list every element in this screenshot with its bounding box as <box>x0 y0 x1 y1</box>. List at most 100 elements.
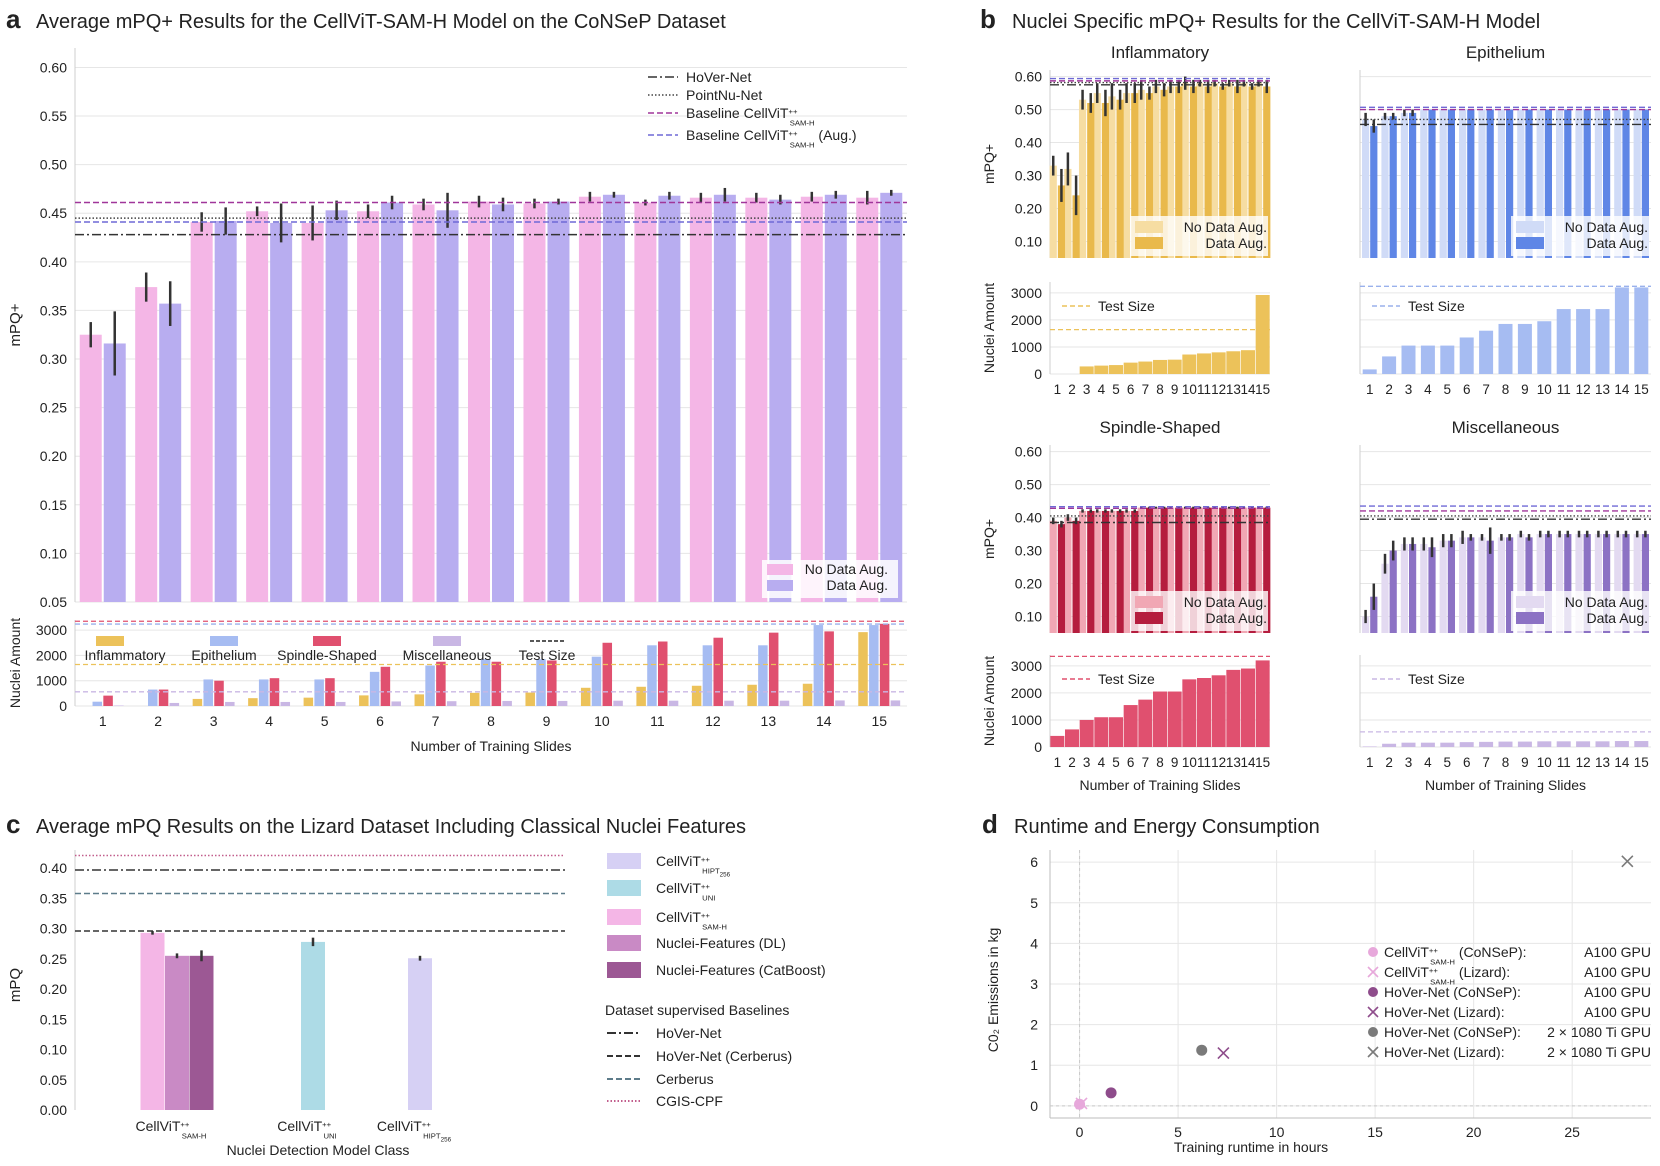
c-bar <box>301 941 325 1110</box>
b-spindle-size-bar <box>1138 699 1153 747</box>
b-epithelium-size-xtick-label: 13 <box>1595 382 1610 397</box>
a-size-bar-epithelium <box>425 665 435 706</box>
c-legend-line-label: CGIS-CPF <box>656 1093 723 1109</box>
b-inflammatory-bar <box>1181 83 1189 258</box>
b-epithelium-title: Epithelium <box>1466 43 1545 62</box>
b-epithelium-size-xtick-label: 8 <box>1502 382 1510 397</box>
c-ytick-label: 0.05 <box>40 1072 67 1088</box>
b-misc-bar <box>1420 543 1428 633</box>
a-size-bar-inflammatory <box>414 694 425 706</box>
a-xtick-label: 6 <box>376 713 384 729</box>
a-size-bar-epithelium <box>702 645 713 706</box>
b-inflammatory-bar <box>1145 93 1154 258</box>
b-spindle-size-xtick-label: 8 <box>1156 755 1164 770</box>
b-misc-size-xtick-label: 5 <box>1444 755 1452 770</box>
b-inflammatory-size-bar <box>1109 365 1123 374</box>
a-size-bar-inflammatory <box>691 685 702 706</box>
a-size-bar-inflammatory <box>858 632 868 706</box>
c-legend-label: CellViT++ UNI <box>656 880 715 903</box>
b-inflammatory-size-bar <box>1153 359 1167 374</box>
c-ylabel: mPQ <box>7 968 24 1002</box>
a-xtick-label: 1 <box>99 713 107 729</box>
d-legend-gpu: A100 GPU <box>1584 984 1651 1000</box>
d-ytick-label: 0 <box>1030 1098 1038 1114</box>
b-epithelium-size-xtick-label: 14 <box>1614 382 1630 397</box>
a-size-bar-spindle-shaped <box>602 642 613 706</box>
a-ytick-label: 0.35 <box>40 302 67 318</box>
a-xtick-label: 13 <box>761 713 777 729</box>
a-bar-aug <box>381 202 404 602</box>
b-inflammatory-ylabel: mPQ+ <box>981 144 997 184</box>
a-size-bar-epithelium <box>813 625 824 706</box>
a-size-bar-epithelium <box>258 679 269 706</box>
a-bar-noaug <box>578 196 601 602</box>
b-inflammatory-size-xtick-label: 5 <box>1112 382 1120 397</box>
c-legend-label: CellViT++ HIPT256 <box>656 853 731 879</box>
panel-d-letter: d <box>982 809 998 839</box>
a-size-ylabel: Nuclei Amount <box>7 618 23 708</box>
a-size-bar-inflammatory <box>802 683 813 706</box>
a-size-legend-label: Test Size <box>519 647 576 663</box>
d-point <box>1074 1098 1086 1110</box>
c-legend-swatch <box>607 935 641 951</box>
panel-a-title: Average mPQ+ Results for the CellViT-SAM… <box>36 11 726 33</box>
d-xtick-label: 25 <box>1564 1124 1580 1140</box>
c-bar <box>140 932 165 1110</box>
b-spindle-size-ytick-label: 2000 <box>1011 685 1042 701</box>
b-epithelium-legend-swatch <box>1516 237 1544 249</box>
b-inflammatory-size-xtick-label: 6 <box>1127 382 1135 397</box>
b-inflammatory-bar <box>1210 83 1219 258</box>
d-xtick-label: 0 <box>1076 1124 1084 1140</box>
b-spindle-legend-swatch <box>1135 596 1163 608</box>
c-ytick-label: 0.30 <box>40 921 67 937</box>
b-spindle-bar <box>1263 507 1271 633</box>
a-bar-noaug <box>689 197 712 603</box>
c-ytick-label: 0.15 <box>40 1011 67 1027</box>
a-bar-noaug <box>856 197 879 603</box>
a-size-bar-spindle-shaped <box>436 661 446 706</box>
b-misc-bar <box>1564 534 1572 633</box>
b-inflammatory-size-xtick-label: 3 <box>1083 382 1091 397</box>
a-ytick-label: 0.20 <box>40 448 67 464</box>
b-misc-size-xtick-label: 4 <box>1424 755 1432 770</box>
a-legend-aug: Data Aug. <box>827 577 889 593</box>
a-size-bar-epithelium <box>591 656 602 706</box>
b-inflammatory-size-bar <box>1167 359 1182 374</box>
b-misc-bar <box>1536 534 1544 633</box>
b-spindle-bar <box>1225 507 1233 633</box>
b-spindle-bar <box>1131 510 1139 633</box>
b-spindle-bar <box>1160 507 1168 633</box>
b-misc-bar <box>1497 537 1505 633</box>
a-xtick-label: 5 <box>321 713 329 729</box>
b-inflammatory-bar <box>1131 93 1139 258</box>
b-spindle-size-bar <box>1065 729 1079 747</box>
b-epithelium-size-xtick-label: 3 <box>1405 382 1413 397</box>
b-misc-bar <box>1362 616 1370 633</box>
a-legend-swatch-aug <box>767 580 793 591</box>
c-bar <box>408 958 432 1110</box>
panel-c-title: Average mPQ Results on the Lizard Datase… <box>36 816 746 838</box>
b-epithelium-bar <box>1478 109 1486 258</box>
b-inflammatory-size-xtick-label: 10 <box>1182 382 1197 397</box>
b-spindle-bar <box>1137 507 1145 633</box>
a-size-bar-inflammatory <box>470 692 480 706</box>
b-inflammatory-bar <box>1078 99 1087 259</box>
b-misc-size-xtick-label: 14 <box>1614 755 1630 770</box>
b-misc-size-xtick-label: 8 <box>1502 755 1510 770</box>
b-spindle-bar <box>1233 507 1242 633</box>
a-legend-line-label: HoVer-Net <box>686 69 751 85</box>
b-epithelium-size-bar <box>1498 323 1513 374</box>
b-spindle-size-xlabel: Number of Training Slides <box>1079 777 1240 793</box>
a-bar-noaug <box>246 211 269 602</box>
b-spindle-size-bar <box>1197 678 1211 747</box>
b-inflammatory-size-bar <box>1226 351 1241 374</box>
a-bar-noaug <box>523 203 546 602</box>
b-misc-size-bar <box>1595 741 1610 747</box>
b-inflammatory-bar <box>1175 86 1183 258</box>
b-epithelium-bar <box>1362 119 1370 258</box>
a-bar-noaug <box>357 211 380 602</box>
b-inflammatory-bar <box>1072 195 1080 258</box>
b-misc-size-bar <box>1382 743 1397 747</box>
b-inflammatory-size-xtick-label: 11 <box>1197 382 1211 397</box>
a-bar-aug <box>159 303 182 602</box>
